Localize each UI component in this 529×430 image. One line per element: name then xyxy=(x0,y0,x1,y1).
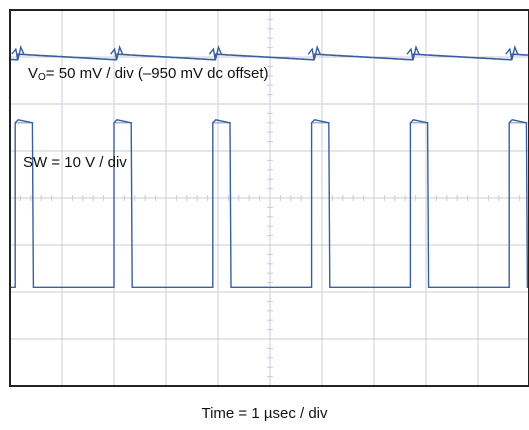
sw-scale-label: SW = 10 V / div xyxy=(23,154,127,171)
vo-label-rest: = 50 mV / div (–950 mV dc offset) xyxy=(45,65,269,82)
vo-scale-label: VO= 50 mV / div (–950 mV dc offset) xyxy=(28,65,269,83)
vo-spike xyxy=(110,44,124,61)
vo-label-main: V xyxy=(28,65,39,82)
vo-spike xyxy=(406,44,420,61)
sw-trace xyxy=(10,119,529,288)
vo-spike xyxy=(307,44,321,61)
traces xyxy=(10,44,529,288)
time-scale-label: Time = 1 µsec / div xyxy=(201,405,328,422)
vo-spike xyxy=(505,44,519,61)
grid xyxy=(9,9,529,387)
vo-label-subscript: O xyxy=(38,72,46,83)
vo-spike xyxy=(208,44,223,61)
vo-spike xyxy=(11,44,25,61)
plot-frame xyxy=(9,9,529,387)
vo-trace xyxy=(10,53,529,61)
